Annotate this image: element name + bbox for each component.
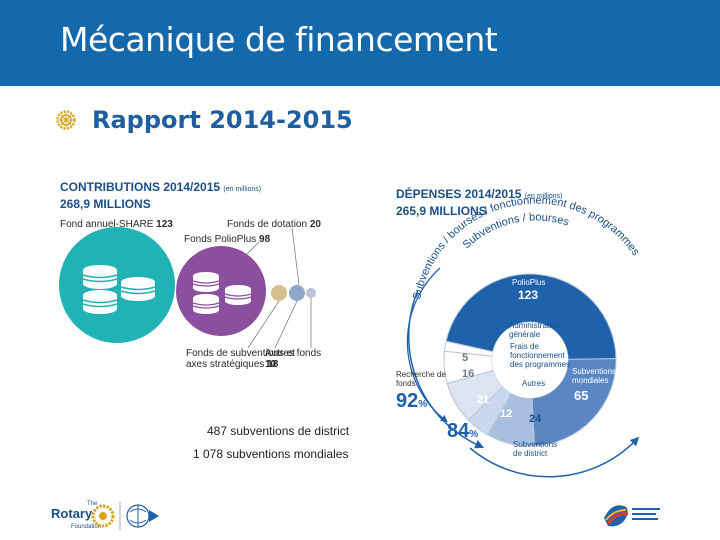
recherche-line2: fonds — [396, 379, 416, 388]
svg-text:Foundation: Foundation — [71, 524, 101, 530]
label-polio-value: 98 — [259, 234, 271, 245]
rotary-wheel-icon — [56, 110, 76, 130]
label-axes-value: 18 — [267, 359, 279, 370]
depenses-heading: DÉPENSES 2014/2015 (en millions) 265,9 M… — [396, 187, 563, 218]
seg-label-mondiales: Subventions mondiales — [572, 367, 616, 385]
depenses-total: 265,9 MILLIONS — [396, 204, 487, 218]
contributions-heading-line1: CONTRIBUTIONS 2014/2015 — [60, 180, 221, 194]
report-subtitle: Rapport 2014-2015 — [92, 106, 353, 134]
seg-value-admin: 5 — [462, 352, 469, 364]
pct84-sign: % — [469, 429, 479, 440]
frais-line1: Frais de — [510, 342, 539, 351]
depenses-unit: (en millions) — [524, 193, 563, 200]
seg-label-frais: Frais de fonctionnement des programmes — [510, 342, 570, 369]
label-polioplus-fund: Fonds PolioPlus 98 — [184, 234, 270, 245]
contributions-total: 268,9 MILLIONS — [60, 197, 151, 211]
pct84-value: 84 — [447, 420, 470, 442]
label-axes-line1: Fonds de subventions et — [186, 348, 295, 359]
seg-value-polioplus: 123 — [518, 288, 539, 302]
svg-text:Rotary: Rotary — [51, 506, 93, 521]
district-line2: de district — [513, 449, 548, 458]
label-share: Fond annuel-SHARE 123 — [60, 219, 173, 230]
label-recherche: Recherche de fonds — [396, 370, 446, 388]
label-axes-line2: axes stratégiques — [186, 359, 265, 370]
partner-flag-logo — [604, 505, 660, 527]
polioplus-fund-circle — [176, 246, 266, 336]
arrow-inner — [406, 267, 448, 423]
seg-value-frais: 21 — [477, 394, 490, 406]
label-autres-fonds: Autres fonds 10 — [265, 348, 321, 370]
frais-line2: fonctionnement — [510, 351, 565, 360]
contributions-heading: CONTRIBUTIONS 2014/2015 (en millions) 26… — [60, 180, 261, 211]
seg-label-district: Subventions de district — [513, 440, 557, 458]
small-fund-circles — [271, 285, 316, 301]
pct92-value: 92 — [396, 390, 419, 412]
district-line1: Subventions — [513, 440, 558, 449]
label-autres-fonds-value: 10 — [265, 359, 277, 370]
rotary-foundation-logo: The Rotary Foundation — [51, 501, 159, 530]
donut-hole — [492, 322, 568, 398]
label-dotation-name: Fonds de dotation — [227, 219, 308, 230]
label-subventions-axes: Fonds de subventions et axes stratégiques… — [186, 348, 295, 370]
seg-label-autres: Autres — [522, 379, 546, 388]
contribution-connectors — [244, 227, 312, 349]
seg-value-district: 24 — [529, 413, 542, 425]
percent-84: 84% — [447, 420, 478, 446]
label-share-name: Fond annuel-SHARE — [60, 219, 154, 230]
recherche-line1: Recherche de — [396, 370, 446, 379]
mondiales-line2: mondiales — [572, 376, 609, 385]
mondiales-line1: Subventions — [572, 367, 617, 376]
label-autres-fonds-name: Autres fonds — [265, 348, 322, 359]
seg-label-admin: Administration générale — [509, 321, 560, 339]
title-bar: Mécanique de financement — [0, 0, 720, 86]
frais-line3: des programmes — [510, 360, 571, 369]
seg-value-recherche: 16 — [462, 368, 475, 380]
pct92-sign: % — [418, 399, 428, 410]
label-polio-name: Fonds PolioPlus — [184, 234, 257, 245]
seg-value-autres: 12 — [500, 408, 513, 420]
label-dotation: Fonds de dotation 20 — [227, 219, 321, 230]
slide-title: Mécanique de financement — [60, 20, 498, 59]
seg-value-mondiales: 65 — [574, 388, 589, 403]
svg-text:The: The — [87, 501, 98, 507]
depenses-heading-line1: DÉPENSES 2014/2015 — [396, 187, 522, 201]
label-dotation-value: 20 — [309, 219, 321, 230]
contributions-unit: (en millions) — [223, 186, 262, 193]
note-district-grants: 487 subventions de district — [207, 424, 350, 438]
admin-line1: Administration — [509, 321, 560, 330]
arrow-84-percent — [469, 436, 640, 478]
share-fund-circle — [59, 227, 175, 343]
seg-label-polioplus: PolioPlus — [512, 278, 546, 287]
donut-segments — [443, 273, 617, 447]
percent-92: 92% — [396, 390, 427, 416]
note-global-grants: 1 078 subventions mondiales — [193, 447, 349, 461]
admin-line2: générale — [509, 330, 541, 339]
label-share-value: 123 — [156, 219, 173, 230]
